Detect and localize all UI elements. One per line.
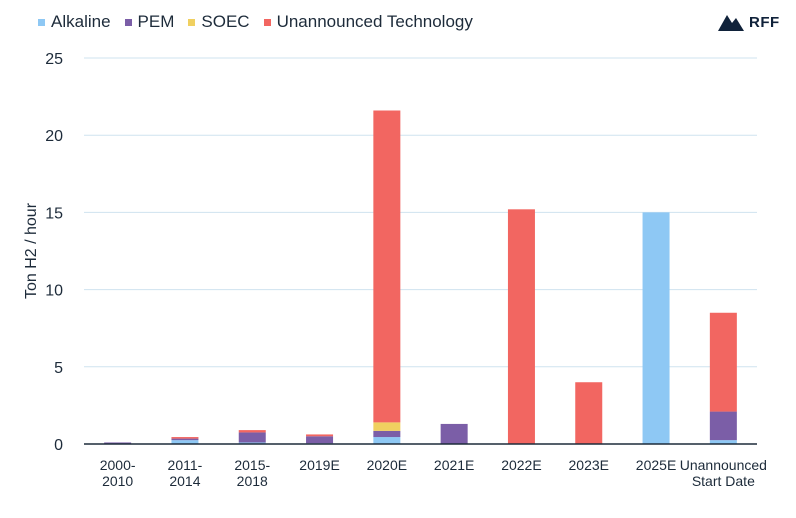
y-tick-label: 5 xyxy=(54,360,63,377)
bar-segment xyxy=(373,437,401,444)
legend: Alkaline PEM SOEC Unannounced Technology xyxy=(38,12,487,32)
x-tick-label: 2025E xyxy=(636,457,676,473)
bar-segment xyxy=(440,423,468,444)
bar-segment xyxy=(171,438,199,441)
bar-segment xyxy=(575,382,603,444)
x-tick-label: 2011-2014 xyxy=(168,457,203,489)
y-tick-label: 15 xyxy=(45,205,63,222)
bar-segment xyxy=(238,442,266,444)
legend-label: Unannounced Technology xyxy=(276,12,473,31)
bar-segment xyxy=(373,110,401,423)
y-axis-label: Ton H2 / hour xyxy=(23,202,40,299)
bar-segment xyxy=(642,212,670,444)
legend-item: Alkaline xyxy=(38,12,111,32)
legend-swatch xyxy=(124,18,132,26)
x-tick-label: 2022E xyxy=(501,457,541,473)
x-tick-label: 2000-2010 xyxy=(100,457,136,489)
legend-label: SOEC xyxy=(201,12,250,31)
x-tick-label: Unannounced Start Date xyxy=(680,457,767,489)
bar-segment xyxy=(171,440,199,444)
legend-swatch xyxy=(188,18,196,26)
x-tick-labels: 2000-2010 2011-2014 2015-2018 2019E 2020E 202… xyxy=(100,457,767,489)
bar-segment xyxy=(507,209,535,444)
legend-item: PEM xyxy=(124,12,175,32)
legend-label: Alkaline xyxy=(51,12,111,31)
bar-segment xyxy=(373,422,401,431)
legend-item: Unannounced Technology xyxy=(263,12,473,32)
legend-swatch xyxy=(38,18,45,26)
mountain-icon xyxy=(718,15,744,31)
legend-label: PEM xyxy=(137,12,175,31)
bar-segment xyxy=(238,430,266,433)
x-tick-label: 2023E xyxy=(569,457,609,473)
bar-segment xyxy=(709,312,737,412)
x-tick-label: 2015-2018 xyxy=(234,457,270,489)
y-tick-labels: 0 5 10 15 20 25 xyxy=(45,51,63,454)
bar-segment xyxy=(104,442,132,444)
x-tick-label: 2020E xyxy=(367,457,407,473)
x-tick-label: 2021E xyxy=(434,457,474,473)
y-tick-label: 0 xyxy=(54,437,63,454)
legend-item: SOEC xyxy=(188,12,250,32)
logo-text: RFF xyxy=(749,13,780,31)
rff-logo: RFF xyxy=(718,13,780,31)
bar-segment xyxy=(306,436,334,444)
y-tick-label: 25 xyxy=(45,51,63,68)
bar-segment xyxy=(709,440,737,444)
bar-segment xyxy=(709,411,737,441)
bars xyxy=(104,110,737,445)
legend-swatch xyxy=(263,18,271,26)
x-tick-label: 2019E xyxy=(299,457,339,473)
bar-segment xyxy=(306,434,334,437)
bar-segment xyxy=(171,437,199,439)
y-tick-label: 10 xyxy=(45,283,63,300)
bar-segment xyxy=(373,430,401,438)
bar-segment xyxy=(238,432,266,443)
y-tick-label: 20 xyxy=(45,128,63,145)
